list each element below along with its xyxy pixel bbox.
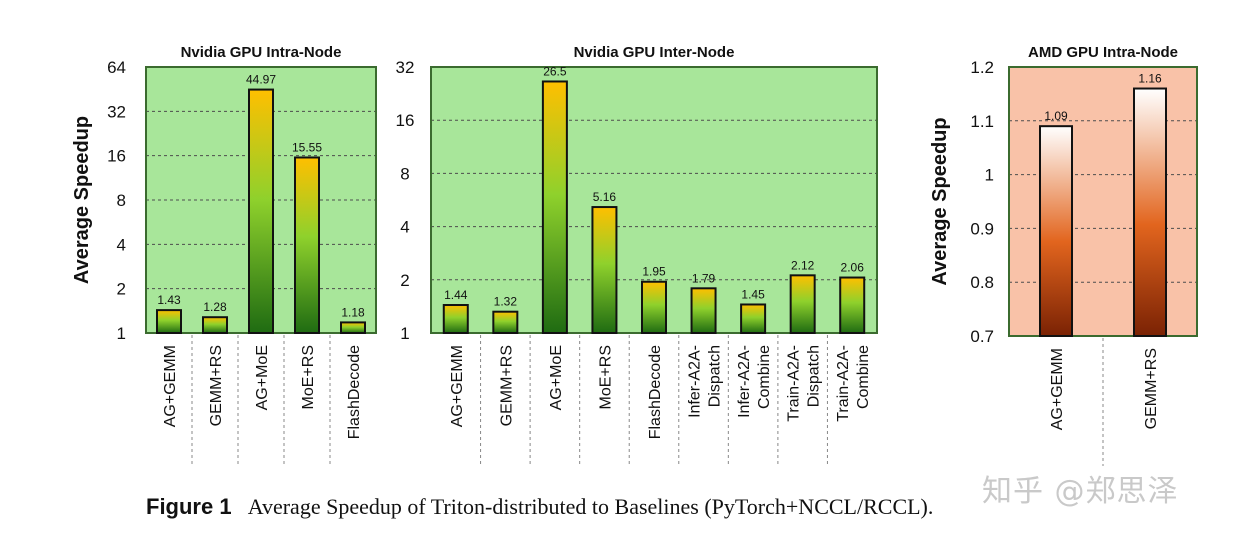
y-tick-label: 4 — [400, 218, 409, 237]
x-tick-label: AG+GEMM — [449, 345, 466, 427]
y-axis-label: Average Speedup — [929, 117, 951, 285]
panel-title: Nvidia GPU Inter-Node — [574, 44, 735, 61]
x-tick-label: Combine — [855, 345, 872, 409]
bar-value-label: 1.28 — [203, 300, 227, 314]
bar-value-label: 1.44 — [444, 288, 468, 302]
x-tick-label: GEMM+RS — [498, 345, 515, 426]
x-tick-label: FlashDecode — [346, 345, 363, 439]
bar — [492, 310, 519, 334]
bar-value-label: 1.18 — [341, 305, 365, 319]
bar — [202, 316, 228, 335]
y-tick-label: 1 — [117, 324, 126, 343]
bar-value-label: 1.32 — [494, 295, 518, 309]
bar-value-label: 5.16 — [593, 190, 617, 204]
y-tick-label: 4 — [117, 235, 126, 254]
bar — [156, 309, 182, 334]
bar — [1133, 87, 1167, 337]
bar — [294, 156, 320, 334]
bar — [1039, 125, 1073, 338]
x-tick-label: AG+GEMM — [1049, 348, 1066, 430]
bar-value-label: 44.97 — [246, 73, 276, 87]
y-tick-label: 0.7 — [970, 327, 994, 346]
x-tick-label: Dispatch — [806, 345, 823, 407]
y-tick-label: 1.2 — [970, 58, 994, 77]
bar — [591, 206, 618, 334]
bar — [442, 304, 469, 335]
y-tick-label: 2 — [117, 280, 126, 299]
x-tick-label: FlashDecode — [647, 345, 664, 439]
bar-value-label: 15.55 — [292, 140, 322, 154]
x-tick-label: GEMM+RS — [208, 345, 225, 426]
bar — [340, 321, 366, 335]
watermark: 知乎 @郑思泽 — [982, 474, 1179, 509]
y-tick-label: 0.9 — [970, 219, 994, 238]
x-tick-label: Combine — [756, 345, 773, 409]
y-tick-label: 1 — [985, 166, 994, 185]
bar — [839, 276, 866, 334]
bar-value-label: 1.16 — [1138, 72, 1162, 86]
x-tick-label: Infer-A2A- — [736, 345, 753, 418]
bar-value-label: 1.45 — [741, 287, 765, 301]
y-tick-label: 1 — [400, 324, 409, 343]
caption-text: Average Speedup of Triton-distributed to… — [247, 494, 934, 519]
x-tick-label: GEMM+RS — [1143, 348, 1160, 429]
y-tick-label: 0.8 — [970, 273, 994, 292]
y-tick-label: 16 — [396, 111, 415, 130]
panel-title: Nvidia GPU Intra-Node — [181, 44, 342, 61]
figure-caption: Figure 1 Average Speedup of Triton-distr… — [146, 494, 933, 520]
x-tick-label: Infer-A2A- — [687, 345, 704, 418]
y-tick-label: 32 — [107, 102, 126, 121]
y-tick-label: 32 — [396, 58, 415, 77]
bar-value-label: 2.06 — [841, 261, 865, 275]
y-tick-label: 8 — [117, 191, 126, 210]
y-tick-label: 64 — [107, 58, 126, 77]
bar — [541, 80, 568, 335]
x-tick-label: Train-A2A- — [786, 345, 803, 422]
x-tick-label: AG+MoE — [548, 345, 565, 410]
bar-value-label: 1.95 — [642, 265, 666, 279]
x-tick-label: MoE+RS — [300, 345, 317, 409]
caption-label: Figure 1 — [146, 494, 232, 519]
x-tick-label: MoE+RS — [597, 345, 614, 409]
plot-frame — [1008, 66, 1198, 337]
bar-value-label: 1.09 — [1044, 109, 1068, 123]
y-tick-label: 16 — [107, 147, 126, 166]
x-tick-label: AG+MoE — [254, 345, 271, 410]
bar — [789, 274, 816, 335]
x-tick-label: Dispatch — [707, 345, 724, 407]
bar-value-label: 2.12 — [791, 258, 815, 272]
panel-title: AMD GPU Intra-Node — [1028, 44, 1178, 61]
x-tick-label: Train-A2A- — [835, 345, 852, 422]
x-tick-label: AG+GEMM — [162, 345, 179, 427]
y-tick-label: 1.1 — [970, 112, 994, 131]
bar — [641, 280, 667, 334]
bar-value-label: 1.43 — [157, 293, 181, 307]
plot-background-2 — [1009, 67, 1197, 336]
bar — [740, 303, 767, 335]
bar — [690, 287, 717, 334]
y-tick-label: 2 — [400, 271, 409, 290]
bar — [248, 88, 274, 335]
bar-value-label: 26.5 — [543, 64, 567, 78]
bar-value-label: 1.79 — [692, 271, 716, 285]
y-axis-label: Average Speedup — [71, 116, 93, 284]
y-tick-label: 8 — [400, 164, 409, 183]
